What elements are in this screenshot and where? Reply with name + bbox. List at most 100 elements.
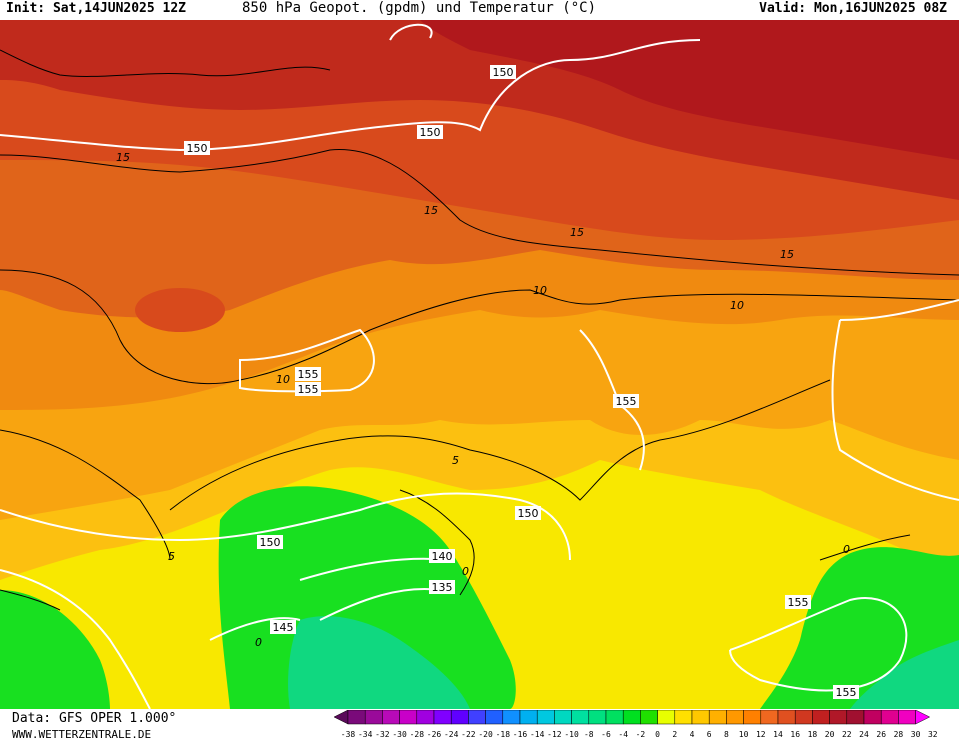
isotherm-0-a <box>399 489 475 596</box>
legend-tick-label: 12 <box>756 730 766 739</box>
legend-tick-label: -18 <box>496 730 511 739</box>
legend-swatch <box>433 710 452 725</box>
geopotential-label: 135 <box>432 581 453 594</box>
contour-155-ring <box>239 328 375 393</box>
temperature-field <box>0 20 959 709</box>
geopotential-label: 155 <box>836 686 857 699</box>
legend-tick-label: 14 <box>773 730 783 739</box>
geopotential-label: 155 <box>788 596 809 609</box>
legend-swatch <box>829 710 848 725</box>
temperature-legend: -38 -34 -32 -30 -28 -26 -24 -22 -20 -18 -16 -14 -12-… <box>334 710 938 739</box>
isotherm-label: 0 <box>462 565 469 578</box>
geopotential-label: 155 <box>616 395 637 408</box>
legend-tick-label: 24 <box>859 730 869 739</box>
valid-time: Valid: Mon,16JUN2025 08Z <box>759 1 947 16</box>
legend-tick-label: 32 <box>928 730 938 739</box>
legend-tick-label: -10 <box>564 730 579 739</box>
legend-swatch <box>605 710 624 725</box>
init-time: Init: Sat,14JUN2025 12Z <box>6 1 187 16</box>
contour-150-north <box>0 39 701 152</box>
band-teal-right <box>850 640 959 709</box>
legend-swatch <box>708 710 727 725</box>
legend-swatch <box>846 710 865 725</box>
legend-swatch <box>760 710 779 725</box>
isotherm-15 <box>0 149 959 276</box>
legend-swatch <box>794 710 813 725</box>
geopotential-label: 145 <box>273 621 294 634</box>
geopotential-contours <box>0 23 959 709</box>
legend-tick-label: -4 <box>618 730 628 739</box>
legend-tick-label: 10 <box>739 730 749 739</box>
isotherm-5 <box>0 379 831 561</box>
legend-tick-label: 18 <box>808 730 818 739</box>
legend-tick-label: 8 <box>724 730 729 739</box>
isotherm-label: 0 <box>843 543 850 556</box>
geopotential-label: 150 <box>260 536 281 549</box>
legend-swatch <box>691 710 710 725</box>
legend-tick-label: -2 <box>636 730 646 739</box>
legend-tick-label: -28 <box>410 730 425 739</box>
isotherms <box>0 49 959 611</box>
legend-swatch <box>640 710 658 725</box>
isotherm-label: 15 <box>780 248 794 261</box>
geopotential-labels: 150 150 150 155 155 155 150 150 140 135 … <box>184 65 859 699</box>
legend-swatch <box>726 710 744 725</box>
geopotential-label: 150 <box>518 507 539 520</box>
geopotential-label: 150 <box>493 66 514 79</box>
isotherm-20 <box>0 49 331 77</box>
legend-tick-label: 30 <box>911 730 921 739</box>
legend-tick-label: 2 <box>672 730 677 739</box>
contour-145 <box>209 617 301 641</box>
isotherm-label: 15 <box>570 226 584 239</box>
legend-tick-label: 16 <box>790 730 800 739</box>
legend-swatch <box>364 710 383 725</box>
contour-150-mid <box>0 492 571 561</box>
isotherm-10 <box>0 269 959 385</box>
isotherm-labels: 15 15 15 15 10 10 10 5 5 0 0 0 <box>116 151 850 649</box>
legend-swatch <box>674 710 693 725</box>
map-title: 850 hPa Geopot. (gpdm) und Temperatur (°… <box>242 0 597 16</box>
legend-tick-label: -38 <box>341 730 356 739</box>
contour-small <box>389 23 433 41</box>
isotherm-label: 0 <box>255 636 262 649</box>
chart-header: Init: Sat,14JUN2025 12Z 850 hPa Geopot. … <box>0 0 959 20</box>
legend-swatch <box>399 710 418 725</box>
legend-tick-label: 6 <box>707 730 712 739</box>
isotherm-label: 15 <box>424 204 438 217</box>
band-deep-red <box>420 20 959 160</box>
isotherm-label: 10 <box>730 299 744 312</box>
legend-arrow-high <box>915 710 931 725</box>
legend-arrow-low <box>334 710 349 725</box>
geopotential-label: 155 <box>298 368 319 381</box>
legend-tick-label: -26 <box>427 730 442 739</box>
legend-swatch <box>812 710 830 725</box>
legend-tick-label: -12 <box>547 730 562 739</box>
legend-tick-label: 0 <box>655 730 660 739</box>
geopotential-label: 150 <box>420 126 441 139</box>
legend-swatch <box>502 710 521 725</box>
legend-tick-label: 22 <box>842 730 852 739</box>
legend-swatch <box>622 710 641 725</box>
contour-135 <box>319 588 441 621</box>
legend-tick-label: 20 <box>825 730 835 739</box>
contour-155-east <box>831 299 959 501</box>
geopotential-label: 150 <box>187 142 208 155</box>
legend-swatch <box>468 710 486 725</box>
site-credit: WWW.WETTERZENTRALE.DE <box>12 728 152 741</box>
warm-blob <box>135 288 225 332</box>
legend-tick-label: -34 <box>358 730 373 739</box>
legend-tick-label: -8 <box>584 730 594 739</box>
isotherm-label: 5 <box>452 454 459 467</box>
legend-swatch <box>657 710 676 725</box>
legend-swatch <box>450 710 469 725</box>
legend-tick-label: 26 <box>876 730 886 739</box>
legend-tick-label: 28 <box>894 730 904 739</box>
legend-swatch <box>863 710 882 725</box>
legend-swatch <box>571 710 590 725</box>
isotherm-label: 5 <box>168 550 175 563</box>
legend-swatch <box>536 710 555 725</box>
legend-swatch <box>777 710 796 725</box>
legend-tick-label: -24 <box>444 730 459 739</box>
legend-tick-label: -16 <box>513 730 528 739</box>
legend-swatch <box>880 710 899 725</box>
